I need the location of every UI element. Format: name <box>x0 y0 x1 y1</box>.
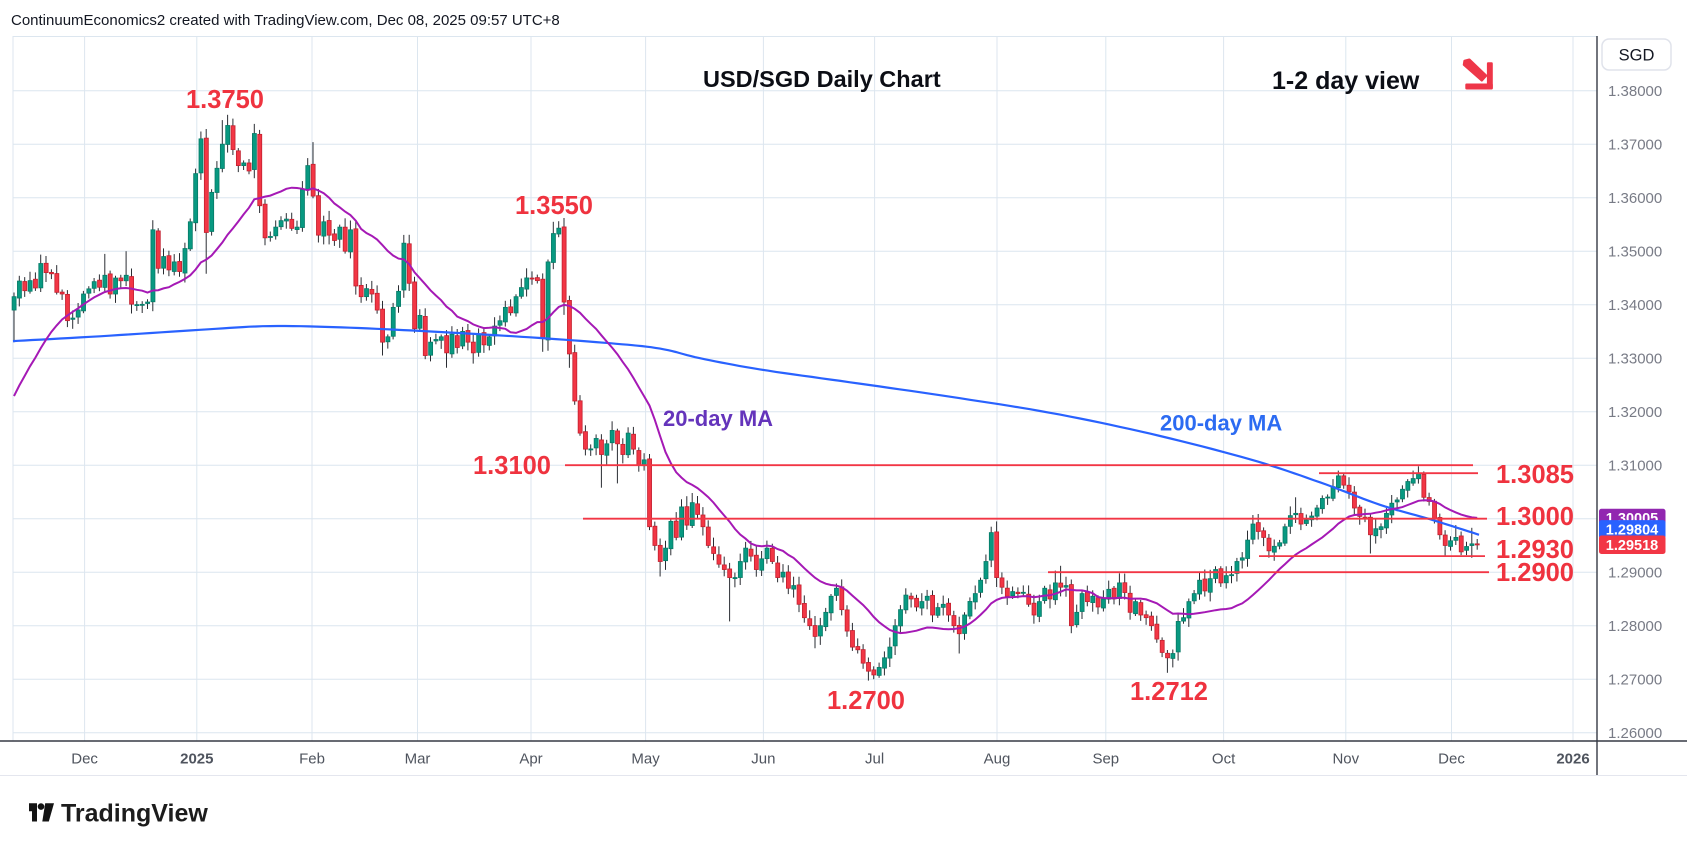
svg-text:1.37000: 1.37000 <box>1608 136 1662 153</box>
svg-text:1.35000: 1.35000 <box>1608 243 1662 260</box>
svg-text:1.33000: 1.33000 <box>1608 350 1662 367</box>
svg-text:1.26000: 1.26000 <box>1608 725 1662 742</box>
svg-text:Oct: Oct <box>1212 751 1236 768</box>
svg-text:2025: 2025 <box>180 751 213 768</box>
svg-text:1.29000: 1.29000 <box>1608 564 1662 581</box>
svg-text:1.3100: 1.3100 <box>473 452 551 480</box>
svg-text:Dec: Dec <box>71 751 98 768</box>
svg-text:TradingView: TradingView <box>61 800 208 828</box>
svg-text:1.27000: 1.27000 <box>1608 671 1662 688</box>
svg-text:Dec: Dec <box>1438 751 1465 768</box>
svg-text:2026: 2026 <box>1556 751 1589 768</box>
svg-text:1.36000: 1.36000 <box>1608 190 1662 207</box>
svg-text:Jun: Jun <box>751 751 775 768</box>
svg-text:Nov: Nov <box>1332 751 1359 768</box>
svg-text:1.2712: 1.2712 <box>1130 678 1208 706</box>
svg-text:1.3000: 1.3000 <box>1496 503 1574 531</box>
svg-text:Aug: Aug <box>984 751 1011 768</box>
svg-text:ContinuumEconomics2 created wi: ContinuumEconomics2 created with Trading… <box>11 12 560 29</box>
svg-text:1.3750: 1.3750 <box>186 86 264 114</box>
svg-text:Jul: Jul <box>865 751 884 768</box>
svg-text:Feb: Feb <box>299 751 325 768</box>
svg-text:May: May <box>631 751 660 768</box>
svg-text:Mar: Mar <box>405 751 431 768</box>
svg-text:1.34000: 1.34000 <box>1608 297 1662 314</box>
svg-text:1.38000: 1.38000 <box>1608 83 1662 100</box>
svg-text:1.29804: 1.29804 <box>1606 522 1658 538</box>
svg-text:1.2700: 1.2700 <box>827 687 905 715</box>
svg-text:20-day MA: 20-day MA <box>663 406 773 431</box>
svg-text:USD/SGD Daily Chart: USD/SGD Daily Chart <box>703 66 941 92</box>
svg-text:Sep: Sep <box>1092 751 1119 768</box>
svg-text:Apr: Apr <box>519 751 542 768</box>
svg-text:1.2900: 1.2900 <box>1496 559 1574 587</box>
svg-text:200-day MA: 200-day MA <box>1160 411 1282 436</box>
svg-text:1.28000: 1.28000 <box>1608 618 1662 635</box>
svg-text:SGD: SGD <box>1619 47 1655 65</box>
svg-text:1.3550: 1.3550 <box>515 192 593 220</box>
svg-text:1.31000: 1.31000 <box>1608 457 1662 474</box>
svg-text:1-2 day view: 1-2 day view <box>1272 67 1420 95</box>
svg-text:1.32000: 1.32000 <box>1608 404 1662 421</box>
svg-text:1.29518: 1.29518 <box>1606 538 1658 554</box>
svg-text:1.2930: 1.2930 <box>1496 536 1574 564</box>
svg-text:1.3085: 1.3085 <box>1496 461 1574 489</box>
